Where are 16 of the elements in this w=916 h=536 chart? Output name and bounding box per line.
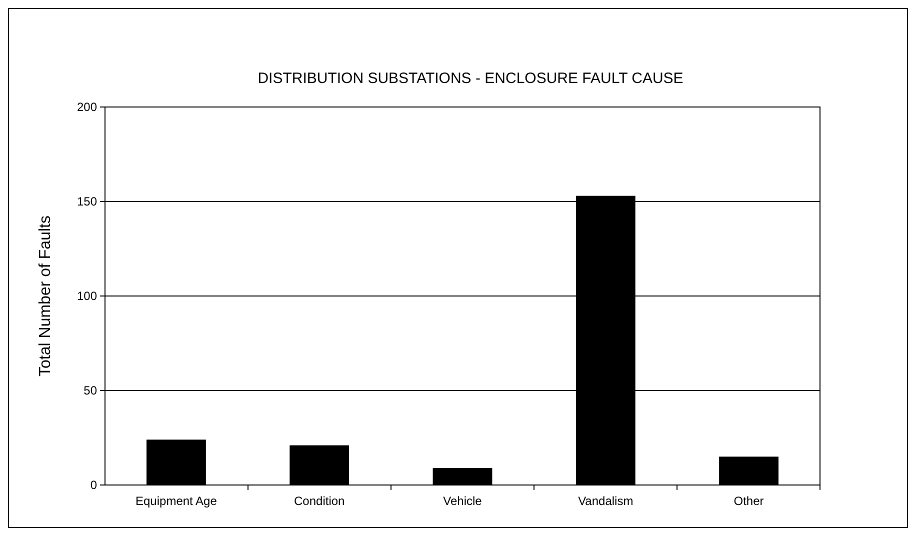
x-tick-label: Vehicle (443, 494, 482, 508)
y-axis-title: Total Number of Faults (37, 216, 54, 376)
y-tick-label: 100 (76, 289, 98, 303)
y-tick-label: 200 (76, 100, 98, 114)
x-tick-label: Other (734, 494, 764, 508)
bar (719, 456, 778, 485)
bar (290, 445, 350, 485)
bar (146, 440, 206, 485)
x-tick-label: Vandalism (578, 494, 634, 508)
y-tick-label: 50 (84, 384, 98, 398)
y-tick-label: 0 (90, 478, 98, 492)
x-tick-label: Equipment Age (136, 494, 218, 508)
chart-title: DISTRIBUTION SUBSTATIONS - ENCLOSURE FAULT CAUSE (258, 70, 684, 87)
x-tick-label: Condition (294, 494, 345, 508)
y-tick-label: 150 (76, 194, 98, 208)
bar (432, 468, 492, 485)
